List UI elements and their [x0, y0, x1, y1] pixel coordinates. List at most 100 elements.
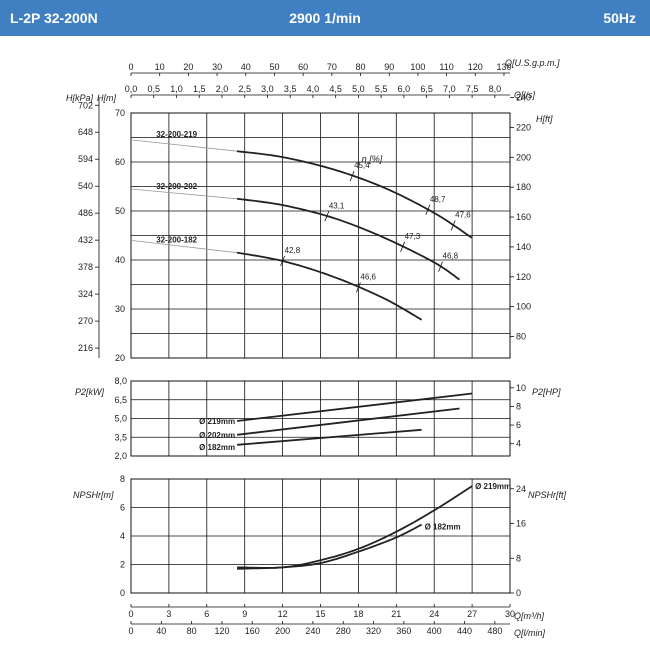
top-axis-usgpm-tick-label: 80 — [356, 62, 366, 72]
power-y-label-kw: P2[kW] — [75, 387, 105, 397]
bottom-axis-m3h-tick-label: 6 — [204, 609, 209, 619]
top-axis-usgpm-label: Q[U.S.g.p.m.] — [505, 58, 560, 68]
npsh-y-tick-ft: 0 — [516, 588, 521, 598]
head-curve-extension — [130, 139, 238, 152]
head-y-tick-ft: 120 — [516, 272, 531, 282]
npsh-y-tick-ft: 8 — [516, 553, 521, 563]
npsh-y-tick-ft: 16 — [516, 519, 526, 529]
head-y-tick-m: 40 — [115, 255, 125, 265]
efficiency-mark — [425, 204, 431, 215]
head-y-tick-kpa: 324 — [78, 289, 93, 299]
efficiency-mark — [324, 211, 330, 222]
head-y-tick-ft: 140 — [516, 242, 531, 252]
head-y-tick-ft: 80 — [516, 332, 526, 342]
power-y-tick: 5,0 — [114, 414, 127, 424]
bottom-axis-lmin-tick-label: 400 — [427, 626, 442, 636]
bottom-axis-lmin-tick-label: 480 — [487, 626, 502, 636]
npsh-y-label-m: NPSHr[m] — [73, 490, 114, 500]
bottom-axis-lmin-tick-label: 200 — [275, 626, 290, 636]
top-axis-ls-tick-label: 7,0 — [443, 84, 456, 94]
bottom-axis-lmin-tick-label: 80 — [187, 626, 197, 636]
bottom-axis-m3h-tick-label: 12 — [278, 609, 288, 619]
top-axis-usgpm-tick-label: 120 — [468, 62, 483, 72]
top-axis-ls-tick-label: 1,0 — [170, 84, 183, 94]
head-y-label-kpa: H[kPa] — [66, 93, 94, 103]
bottom-axis-m3h-tick-label: 21 — [391, 609, 401, 619]
head-y-tick-m: 20 — [115, 353, 125, 363]
top-axis-ls-tick-label: 2,0 — [216, 84, 229, 94]
npsh-y-tick: 2 — [120, 560, 125, 570]
top-axis-usgpm-tick-label: 40 — [241, 62, 251, 72]
head-y-tick-m: 50 — [115, 206, 125, 216]
head-y-tick-ft: 220 — [516, 122, 531, 132]
npsh-y-tick: 4 — [120, 531, 125, 541]
head-y-tick-ft: 180 — [516, 182, 531, 192]
efficiency-mark — [438, 261, 443, 272]
top-axis-ls-tick-label: 3,0 — [261, 84, 274, 94]
power-y-tick-hp: 4 — [516, 439, 521, 449]
bottom-axis-lmin-tick-label: 0 — [128, 626, 133, 636]
bottom-axis-lmin-tick-label: 280 — [336, 626, 351, 636]
bottom-axis-m3h-tick-label: 15 — [315, 609, 325, 619]
power-curve-label: Ø 219mm — [199, 417, 235, 426]
top-axis-ls-tick-label: 3,5 — [284, 84, 297, 94]
head-curve-label: 32-200-202 — [156, 182, 197, 191]
efficiency-mark — [349, 171, 355, 182]
npsh-y-label-ft: NPSHr[ft] — [528, 490, 567, 500]
npsh-y-tick-ft: 24 — [516, 484, 526, 494]
bottom-axis-lmin-tick-label: 320 — [366, 626, 381, 636]
top-axis-usgpm-tick-label: 0 — [128, 62, 133, 72]
power-curve-label: Ø 182mm — [199, 443, 235, 452]
top-axis-ls-tick-label: 5,0 — [352, 84, 365, 94]
head-curve-label: 32-200-219 — [156, 130, 197, 139]
bottom-axis-m3h-tick-label: 27 — [467, 609, 477, 619]
power-curve — [236, 407, 460, 436]
efficiency-mark-label: 43,1 — [329, 201, 345, 210]
head-curve — [236, 150, 473, 239]
model-title: L-2P 32-200N — [10, 10, 98, 26]
head-y-label-m: H[m] — [97, 93, 116, 103]
efficiency-mark — [280, 255, 285, 267]
top-axis-ls-tick-label: 4,5 — [329, 84, 342, 94]
head-y-tick-kpa: 270 — [78, 316, 93, 326]
top-axis-ls-tick-label: 4,0 — [307, 84, 320, 94]
top-axis-ls-tick-label: 8,0 — [489, 84, 502, 94]
head-y-tick-kpa: 432 — [78, 235, 93, 245]
top-axis-ls-tick-label: 5,5 — [375, 84, 388, 94]
head-curve-extension — [130, 240, 238, 254]
bottom-axis-lmin-label: Q[l/min] — [514, 628, 546, 638]
bottom-axis-lmin-tick-label: 160 — [245, 626, 260, 636]
efficiency-mark — [356, 282, 361, 293]
head-y-tick-m: 60 — [115, 157, 125, 167]
head-y-tick-kpa: 702 — [78, 100, 93, 110]
top-axis-ls-tick-label: 0,5 — [147, 84, 160, 94]
head-y-tick-m: 30 — [115, 304, 125, 314]
bottom-axis-m3h-label: Q[m³/h] — [514, 611, 545, 621]
top-axis-ls-tick-label: 7,5 — [466, 84, 479, 94]
bottom-axis-lmin-tick-label: 360 — [396, 626, 411, 636]
npsh-y-tick: 8 — [120, 474, 125, 484]
bottom-axis-lmin-tick-label: 240 — [305, 626, 320, 636]
bottom-axis-lmin-tick-label: 40 — [156, 626, 166, 636]
power-curve-label: Ø 202mm — [199, 431, 235, 440]
head-y-tick-m: 70 — [115, 108, 125, 118]
bottom-axis-m3h-tick-label: 24 — [429, 609, 439, 619]
top-axis-usgpm-tick-label: 70 — [327, 62, 337, 72]
head-y-tick-kpa: 648 — [78, 127, 93, 137]
power-y-tick-hp: 6 — [516, 420, 521, 430]
bottom-axis-m3h-tick-label: 3 — [166, 609, 171, 619]
bottom-axis-m3h-tick-label: 9 — [242, 609, 247, 619]
top-axis-ls-tick-label: 6,5 — [420, 84, 433, 94]
head-y-tick-kpa: 540 — [78, 181, 93, 191]
efficiency-mark — [400, 241, 405, 252]
top-axis-usgpm-tick-label: 100 — [410, 62, 425, 72]
top-axis-ls-tick-label: 1,5 — [193, 84, 206, 94]
top-axis-usgpm-tick-label: 110 — [439, 62, 453, 72]
header-banner: L-2P 32-200N 2900 1/min 50Hz — [0, 0, 650, 36]
npsh-y-tick: 0 — [120, 588, 125, 598]
npsh-y-tick: 6 — [120, 503, 125, 513]
head-curve-extension — [130, 188, 238, 200]
speed-label: 2900 1/min — [289, 10, 361, 26]
top-axis-ls-tick-label: 2,5 — [238, 84, 251, 94]
head-curve-label: 32-200-182 — [156, 236, 197, 245]
